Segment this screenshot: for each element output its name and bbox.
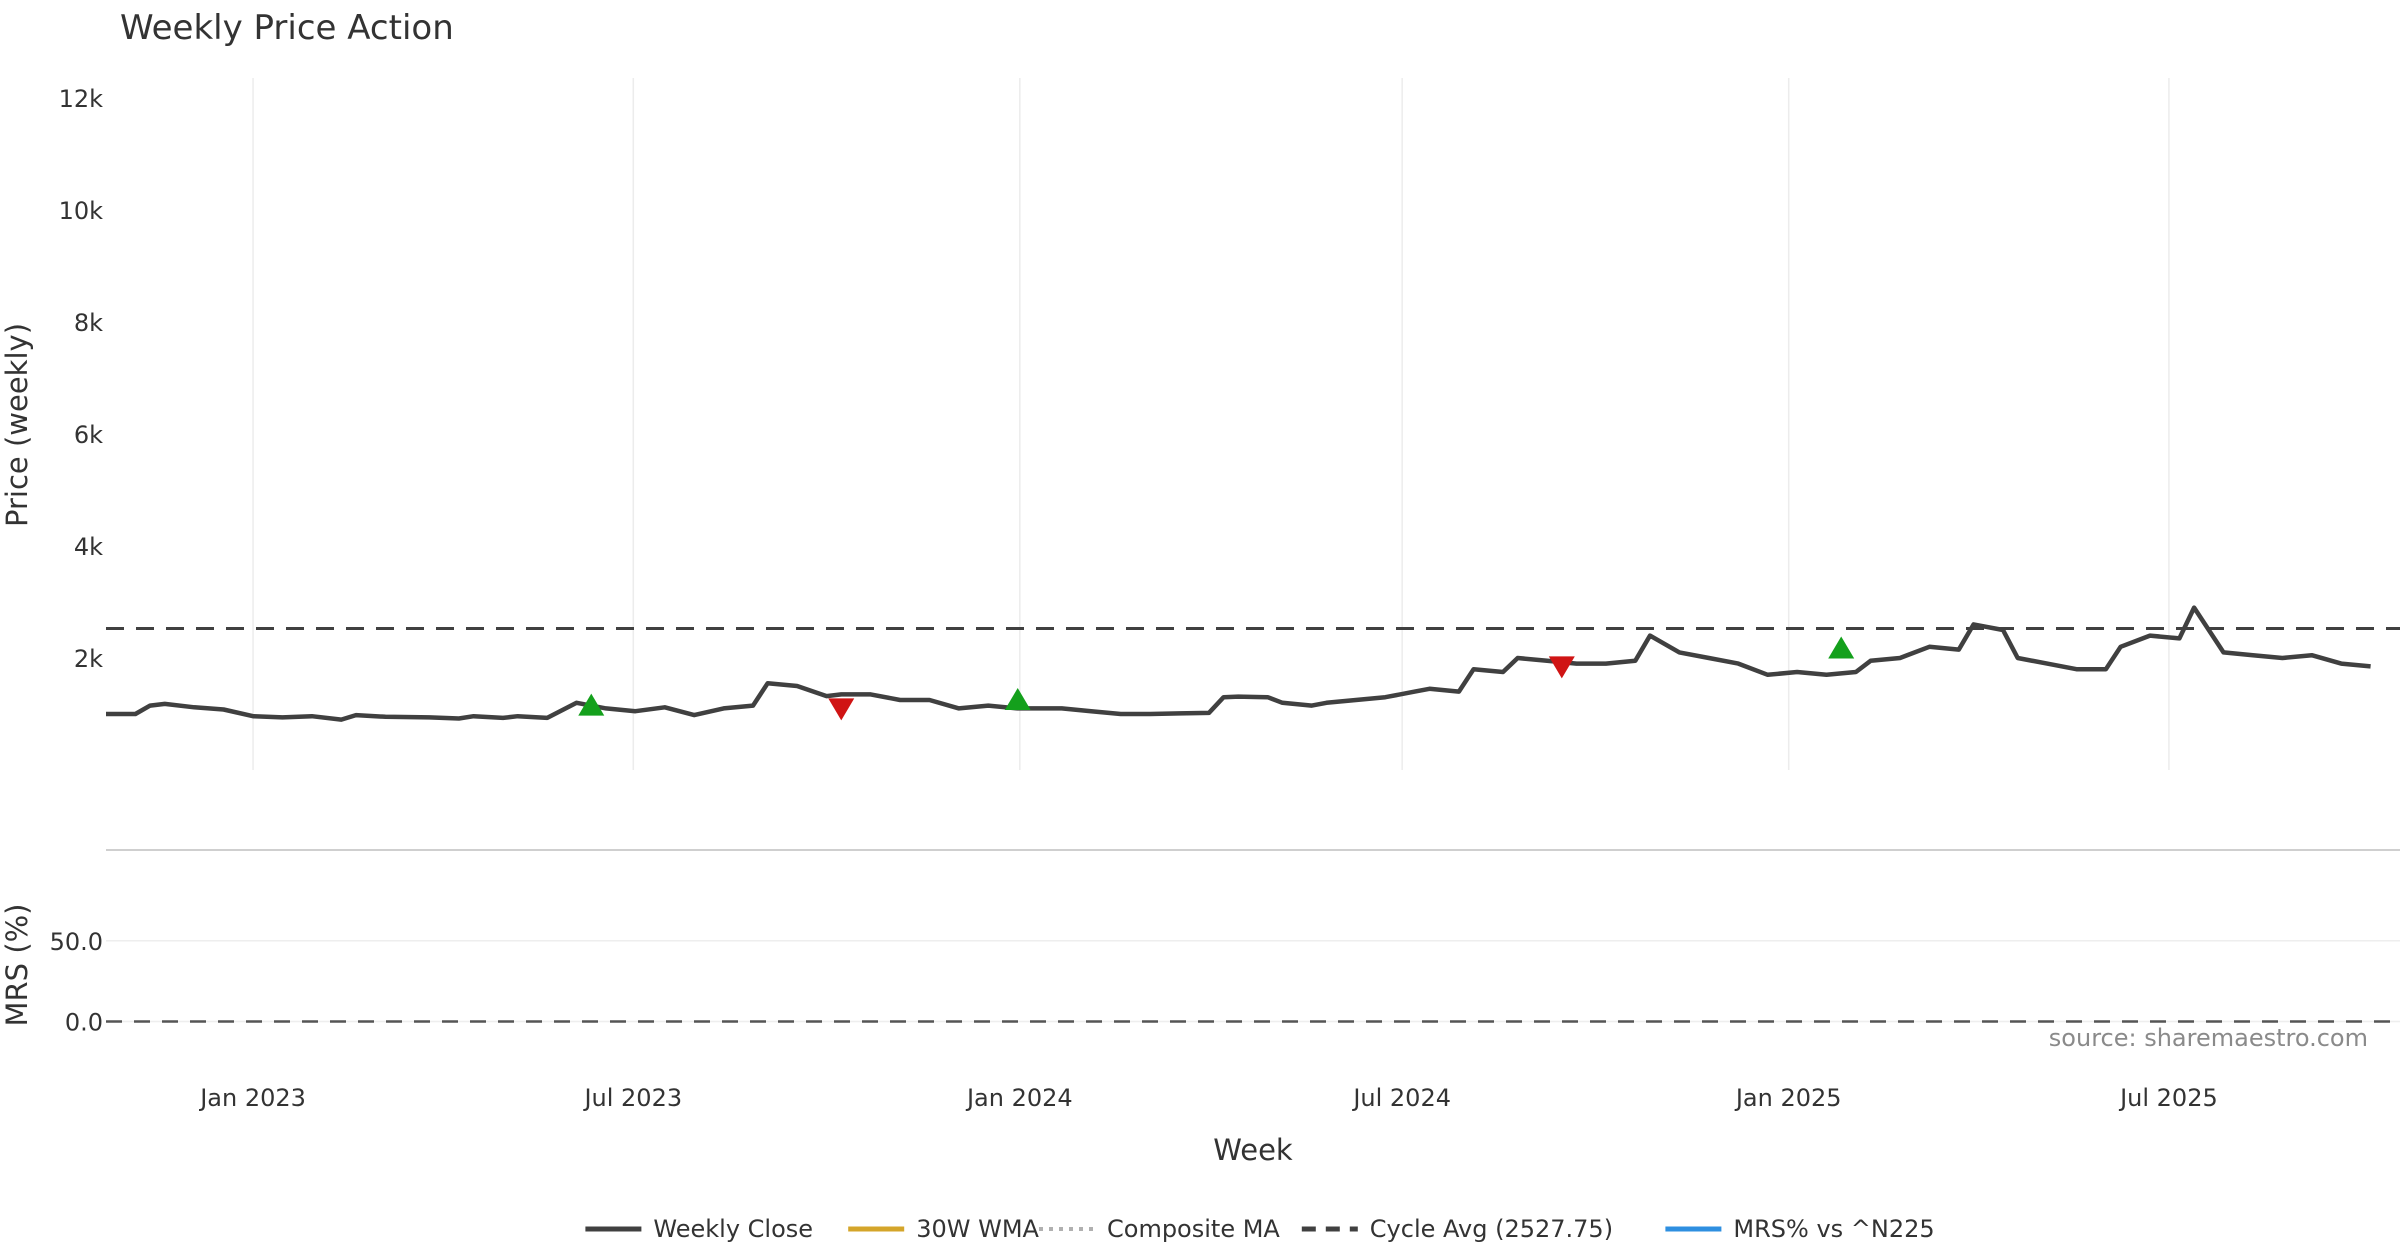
signal-buy-4 (1828, 636, 1855, 659)
x-axis-label: Week (1213, 1133, 1293, 1167)
series-weekly-close (106, 605, 2371, 722)
mrs-y-tick-1: 50.0 (50, 928, 103, 956)
x-tick-label-1: Jul 2023 (582, 1084, 682, 1112)
signal-sell-1 (828, 698, 855, 721)
price-y-tick-1: 4k (74, 533, 103, 561)
x-tick-label-5: Jul 2025 (2118, 1084, 2218, 1112)
price-y-axis-label: Price (weekly) (0, 323, 34, 527)
legend-label-2: Composite MA (1107, 1215, 1280, 1243)
legend: Weekly Close 30W WMA Composite MA Cycle Avg… (585, 1215, 1935, 1243)
legend-label-1: 30W WMA (916, 1215, 1039, 1243)
chart-title: Weekly Price Action (120, 8, 454, 48)
mrs-panel: 0.0 50.0 MRS (%) source: sharemaestro.com (0, 904, 2400, 1052)
x-tick-label-0: Jan 2023 (198, 1084, 306, 1112)
price-y-tick-2: 6k (74, 421, 103, 449)
price-y-tick-0: 2k (74, 645, 103, 673)
signal-buy-0 (578, 693, 605, 716)
price-vertical-grid (252, 78, 2170, 770)
x-tick-label-4: Jan 2025 (1734, 1084, 1842, 1112)
x-axis-ticks: Jan 2023 Jul 2023 Jan 2024 Jul 2024 Jan 2025… (198, 1084, 2218, 1112)
legend-label-4: MRS% vs ^N225 (1733, 1215, 1934, 1243)
price-y-tick-4: 10k (59, 197, 104, 225)
mrs-y-ticks: 0.0 50.0 (50, 928, 2400, 1037)
signal-markers (578, 636, 1855, 721)
price-y-ticks: 2k 4k 6k 8k 10k 12k (59, 85, 104, 673)
mrs-y-axis-label: MRS (%) (0, 904, 34, 1027)
price-y-tick-5: 12k (59, 85, 104, 113)
legend-label-0: Weekly Close (653, 1215, 813, 1243)
x-tick-label-2: Jan 2024 (965, 1084, 1073, 1112)
price-y-tick-3: 8k (74, 309, 103, 337)
mrs-y-tick-0: 0.0 (65, 1009, 103, 1037)
source-note: source: sharemaestro.com (2049, 1024, 2368, 1052)
signal-buy-2 (1004, 688, 1031, 710)
signal-sell-3 (1548, 656, 1575, 679)
price-panel: 2k 4k 6k 8k 10k 12k Price (weekly) (0, 78, 2400, 770)
legend-label-3: Cycle Avg (2527.75) (1370, 1215, 1613, 1243)
x-tick-label-3: Jul 2024 (1351, 1084, 1451, 1112)
